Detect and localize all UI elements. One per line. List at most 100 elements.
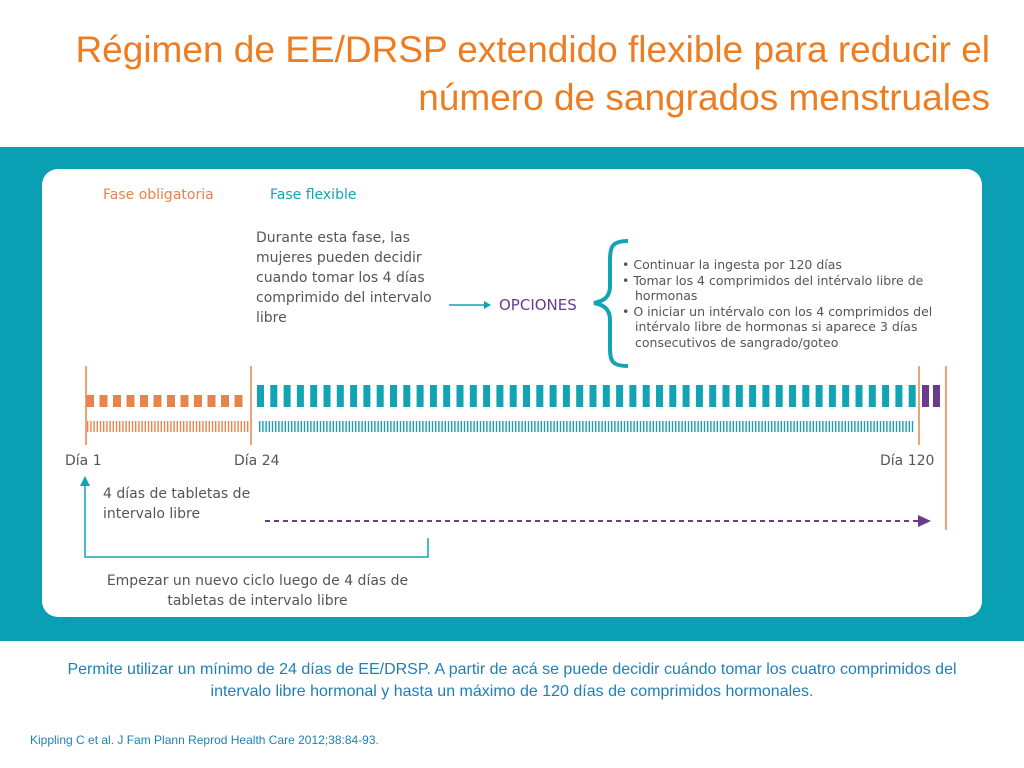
flexible-daily-tick [857,421,859,432]
flexible-daily-tick [403,421,405,432]
flexible-pill-mark [270,385,278,407]
flexible-daily-tick [339,421,341,432]
flexible-daily-tick [262,421,264,432]
flexible-daily-tick [774,421,776,432]
mandatory-pill-mark [99,395,108,407]
mandatory-daily-tick [176,421,178,432]
flexible-daily-tick [422,421,424,432]
mandatory-daily-tick [247,421,249,432]
flexible-daily-tick [569,421,571,432]
flexible-daily-tick [710,421,712,432]
flexible-daily-tick [380,421,382,432]
flexible-daily-tick [547,421,549,432]
flexible-pill-mark [842,385,850,407]
flexible-daily-tick [790,421,792,432]
flexible-pill-mark [815,385,823,407]
flexible-daily-tick [259,421,261,432]
flexible-daily-tick [803,421,805,432]
mandatory-daily-tick [112,421,114,432]
option-item: • Continuar la ingesta por 120 días [622,257,842,272]
flexible-daily-tick [675,421,677,432]
extended-regimen-arrow-head [918,515,931,527]
flexible-pill-mark [496,385,504,407]
new-cycle-label: Empezar un nuevo ciclo luego de 4 días d… [106,573,409,609]
mandatory-daily-tick [189,421,191,432]
flexible-daily-tick [425,421,427,432]
flexible-daily-tick [611,421,613,432]
flexible-daily-tick [639,421,642,432]
flexible-daily-tick [745,421,747,432]
flexible-daily-tick [396,421,398,432]
mandatory-pill-mark [207,395,216,407]
flexible-daily-tick [911,421,914,432]
flexible-daily-tick [524,421,526,432]
flexible-daily-tick [831,421,834,432]
flexible-daily-tick [543,421,546,432]
flexible-daily-tick [617,421,619,432]
mandatory-daily-tick [240,421,242,432]
flexible-daily-tick [649,421,651,432]
flexible-daily-tick [841,421,843,432]
flexible-daily-tick [905,421,907,432]
flexible-daily-tick [412,421,414,432]
flexible-daily-tick [521,421,523,432]
flexible-daily-tick [559,421,562,432]
mandatory-daily-tick [234,421,236,432]
day-1-label: Día 1 [65,453,102,469]
flexible-daily-tick [438,421,440,432]
flexible-daily-tick [844,421,846,432]
flexible-pill-mark [523,385,530,407]
flexible-pill-mark [868,385,876,407]
flexible-daily-tick [662,421,664,432]
flexible-daily-tick [812,421,814,432]
mandatory-daily-tick [119,421,121,432]
flexible-daily-tick [729,421,731,432]
flexible-daily-tick [268,421,270,432]
arrow-to-options-head [484,301,491,309]
flexible-daily-tick [723,421,725,432]
mandatory-pill-mark [167,395,175,407]
flexible-daily-tick [393,421,395,432]
mandatory-daily-tick [87,421,89,432]
flexible-pill-mark [642,385,650,407]
flexible-daily-tick [284,421,286,432]
flexible-daily-tick [908,421,910,432]
flexible-daily-tick [553,421,555,432]
mandatory-daily-tick [221,421,223,432]
flexible-daily-tick [668,421,670,432]
flexible-pill-mark [855,385,863,407]
phase-mandatory-label: Fase obligatoria [103,187,214,203]
flexible-pill-mark [390,385,397,407]
flexible-daily-tick [470,421,472,432]
mandatory-daily-tick [141,421,143,432]
flexible-daily-tick [627,421,629,432]
flexible-daily-tick [281,421,283,432]
flexible-daily-tick [732,421,734,432]
flexible-daily-tick [799,421,802,432]
flexible-daily-tick [399,421,402,432]
flexible-pill-mark [363,385,371,407]
flexible-daily-tick [678,421,680,432]
flexible-daily-tick [755,421,757,432]
flexible-daily-tick [345,421,347,432]
flexible-daily-tick [297,421,299,432]
flexible-daily-tick [518,421,520,432]
mandatory-daily-tick [160,421,162,432]
flexible-daily-tick [457,421,459,432]
flexible-daily-tick [502,421,504,432]
flexible-pill-mark [669,385,677,407]
flexible-daily-tick [671,421,674,432]
flexible-daily-tick [598,421,600,432]
flexible-pill-mark [749,385,757,407]
flexible-pill-mark [509,385,517,407]
phase-flexible-label: Fase flexible [270,187,357,203]
options-brace [593,239,629,368]
flexible-daily-tick [390,421,392,432]
flexible-daily-tick [476,421,478,432]
mandatory-daily-tick [183,421,185,432]
mandatory-daily-tick [103,421,105,432]
flexible-pill-mark [549,385,557,407]
flexible-daily-tick [828,421,830,432]
flexible-daily-tick [335,421,338,432]
day-120-label: Día 120 [880,453,935,469]
